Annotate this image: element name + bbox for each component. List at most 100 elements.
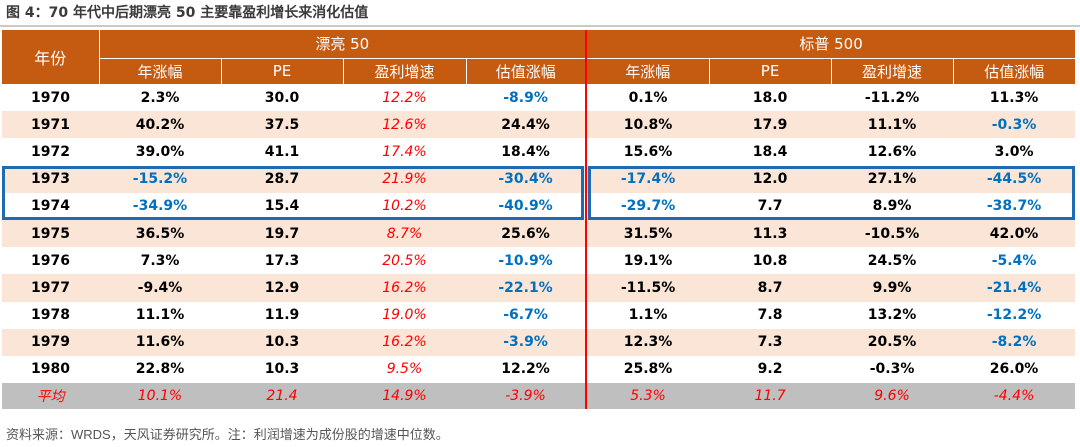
value-cell: 16.2% [343,274,466,302]
value-cell: 31.5% [585,219,710,248]
table-row: 1973 -15.2% 28.7 21.9% -30.4% -17.4% 12.0 27.1%… [2,165,1076,193]
table-row: 1972 39.0% 41.1 17.4% 18.4% 15.6% 18.4 12.6% 3.0… [2,138,1076,166]
table-body: 1970 2.3% 30.0 12.2% -8.9% 0.1% 18.0 -11.2% 11.3… [2,84,1076,410]
value-cell: 10.1% [99,383,221,410]
value-cell: 18.4% [466,138,587,166]
value-cell: 11.7 [709,383,832,410]
title-divider [0,25,1080,27]
value-cell: 14.9% [343,383,466,410]
year-cell: 1971 [2,111,99,139]
value-cell: 42.0% [953,219,1076,248]
value-cell: 20.5% [343,247,466,275]
value-cell: 19.7 [221,219,343,248]
value-cell: 19.1% [585,247,710,275]
value-cell: 10.3 [221,328,343,356]
value-cell: -11.2% [831,84,954,112]
year-cell: 1974 [2,192,99,220]
value-cell: -4.4% [953,383,1076,410]
table-row: 1976 7.3% 17.3 20.5% -10.9% 19.1% 10.8 24.5% -5.… [2,247,1076,275]
value-cell: -15.2% [99,165,221,193]
value-cell: -0.3% [831,355,954,384]
table-row: 1977 -9.4% 12.9 16.2% -22.1% -11.5% 8.7 9.9% -21… [2,274,1076,302]
year-cell: 1978 [2,301,99,329]
value-cell: 22.8% [99,355,221,384]
value-cell: 7.3% [99,247,221,275]
table-row: 1971 40.2% 37.5 12.6% 24.4% 10.8% 17.9 11.1% -0.… [2,111,1076,139]
year-cell: 1972 [2,138,99,166]
value-cell: 27.1% [831,165,954,193]
column-header: 年涨幅 [585,58,710,84]
value-cell: 21.9% [343,165,466,193]
column-header: 估值涨幅 [465,58,587,84]
column-header: 年涨幅 [99,58,221,84]
column-header: 盈利增速 [830,58,954,84]
value-cell: -12.2% [953,301,1076,329]
value-cell: 11.1% [831,111,954,139]
value-cell: -22.1% [466,274,587,302]
value-cell: 12.0 [709,165,832,193]
value-cell: 19.0% [343,301,466,329]
table-row: 1978 11.1% 11.9 19.0% -6.7% 1.1% 7.8 13.2% -12.2… [2,301,1076,329]
year-cell: 1980 [2,355,99,384]
column-header: 盈利增速 [342,58,466,84]
value-cell: 9.2 [709,355,832,384]
value-cell: -0.3% [953,111,1076,139]
value-cell: 20.5% [831,328,954,356]
value-cell: -10.5% [831,219,954,248]
year-cell: 1973 [2,165,99,193]
year-cell: 1977 [2,274,99,302]
value-cell: 41.1 [221,138,343,166]
value-cell: 10.2% [343,192,466,220]
value-cell: 11.3% [953,84,1076,112]
table-row: 1980 22.8% 10.3 9.5% 12.2% 25.8% 9.2 -0.3% 26.0% [2,355,1076,384]
value-cell: -17.4% [585,165,710,193]
value-cell: 12.6% [343,111,466,139]
value-cell: 17.9 [709,111,832,139]
value-cell: 11.3 [709,219,832,248]
table-row: 1970 2.3% 30.0 12.2% -8.9% 0.1% 18.0 -11.2% 11.3… [2,84,1076,112]
value-cell: -10.9% [466,247,587,275]
value-cell: -21.4% [953,274,1076,302]
value-cell: -5.4% [953,247,1076,275]
value-cell: 12.9 [221,274,343,302]
value-cell: -30.4% [466,165,587,193]
value-cell: 40.2% [99,111,221,139]
figure-title: 图 4：70 年代中后期漂亮 50 主要靠盈利增长来消化估值 [6,5,369,21]
value-cell: 1.1% [585,301,710,329]
value-cell: 26.0% [953,355,1076,384]
value-cell: 21.4 [221,383,343,410]
year-cell: 1975 [2,219,99,248]
value-cell: 8.9% [831,192,954,220]
value-cell: -6.7% [466,301,587,329]
value-cell: 7.3 [709,328,832,356]
value-cell: -8.9% [466,84,587,112]
value-cell: 5.3% [585,383,710,410]
value-cell: 8.7% [343,219,466,248]
value-cell: 10.8 [709,247,832,275]
value-cell: 8.7 [709,274,832,302]
value-cell: 25.8% [585,355,710,384]
value-cell: -3.9% [466,383,587,410]
value-cell: -34.9% [99,192,221,220]
value-cell: 7.8 [709,301,832,329]
year-cell: 1976 [2,247,99,275]
value-cell: -3.9% [466,328,587,356]
value-cell: 2.3% [99,84,221,112]
value-cell: 9.9% [831,274,954,302]
value-cell: 16.2% [343,328,466,356]
value-cell: 15.6% [585,138,710,166]
value-cell: -40.9% [466,192,587,220]
value-cell: 13.2% [831,301,954,329]
table-row: 1974 -34.9% 15.4 10.2% -40.9% -29.7% 7.7 8.9% -3… [2,192,1076,220]
value-cell: 9.5% [343,355,466,384]
value-cell: -11.5% [585,274,710,302]
value-cell: 9.6% [831,383,954,410]
value-cell: 15.4 [221,192,343,220]
value-cell: -29.7% [585,192,710,220]
value-cell: 39.0% [99,138,221,166]
year-cell: 1979 [2,328,99,356]
value-cell: 24.5% [831,247,954,275]
value-cell: 30.0 [221,84,343,112]
value-cell: -9.4% [99,274,221,302]
value-cell: 37.5 [221,111,343,139]
